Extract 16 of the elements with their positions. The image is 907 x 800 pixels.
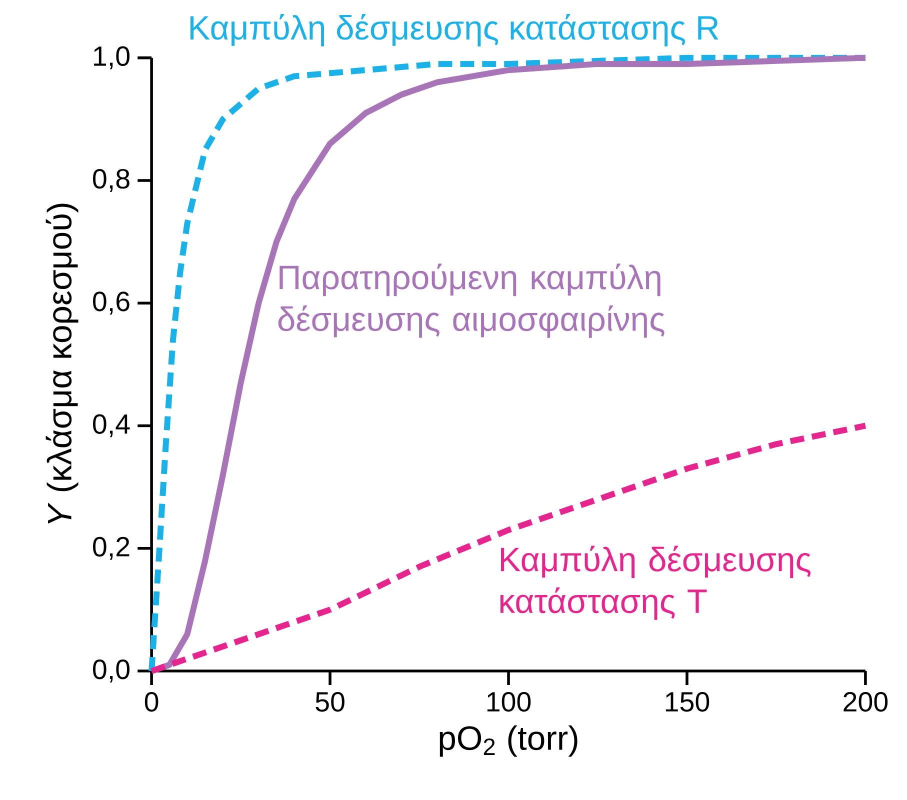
series-label: Παρατηρούμενη καμπύλη δέσμευσης αιμοσφαιρίνης <box>278 264 664 338</box>
y-tick-label: 0,2 <box>93 537 130 560</box>
y-tick-label: 1,0 <box>94 46 130 70</box>
series-label: Καμπύλη δέσμευσης κατάστασης R <box>190 14 718 47</box>
x-tick-label: 0 <box>144 692 158 712</box>
y-tick-label: 0,4 <box>93 414 130 438</box>
x-tick-label: 50 <box>316 692 344 712</box>
y-axis-title: Y (κλάσμα κορεσμού) <box>46 204 78 524</box>
x-tick-label: 150 <box>666 692 710 712</box>
x-tick-label: 100 <box>487 692 531 712</box>
x-tick-label: 200 <box>844 692 888 712</box>
series-label: Καμπύλη δέσμευσης κατάστασης T <box>500 546 811 620</box>
y-tick-label: 0,6 <box>93 292 130 315</box>
y-tick-label: 0,8 <box>93 169 130 192</box>
y-tick-label: 0,0 <box>93 660 130 683</box>
x-axis-title: pO$_{2}$ (torr) <box>440 726 578 757</box>
